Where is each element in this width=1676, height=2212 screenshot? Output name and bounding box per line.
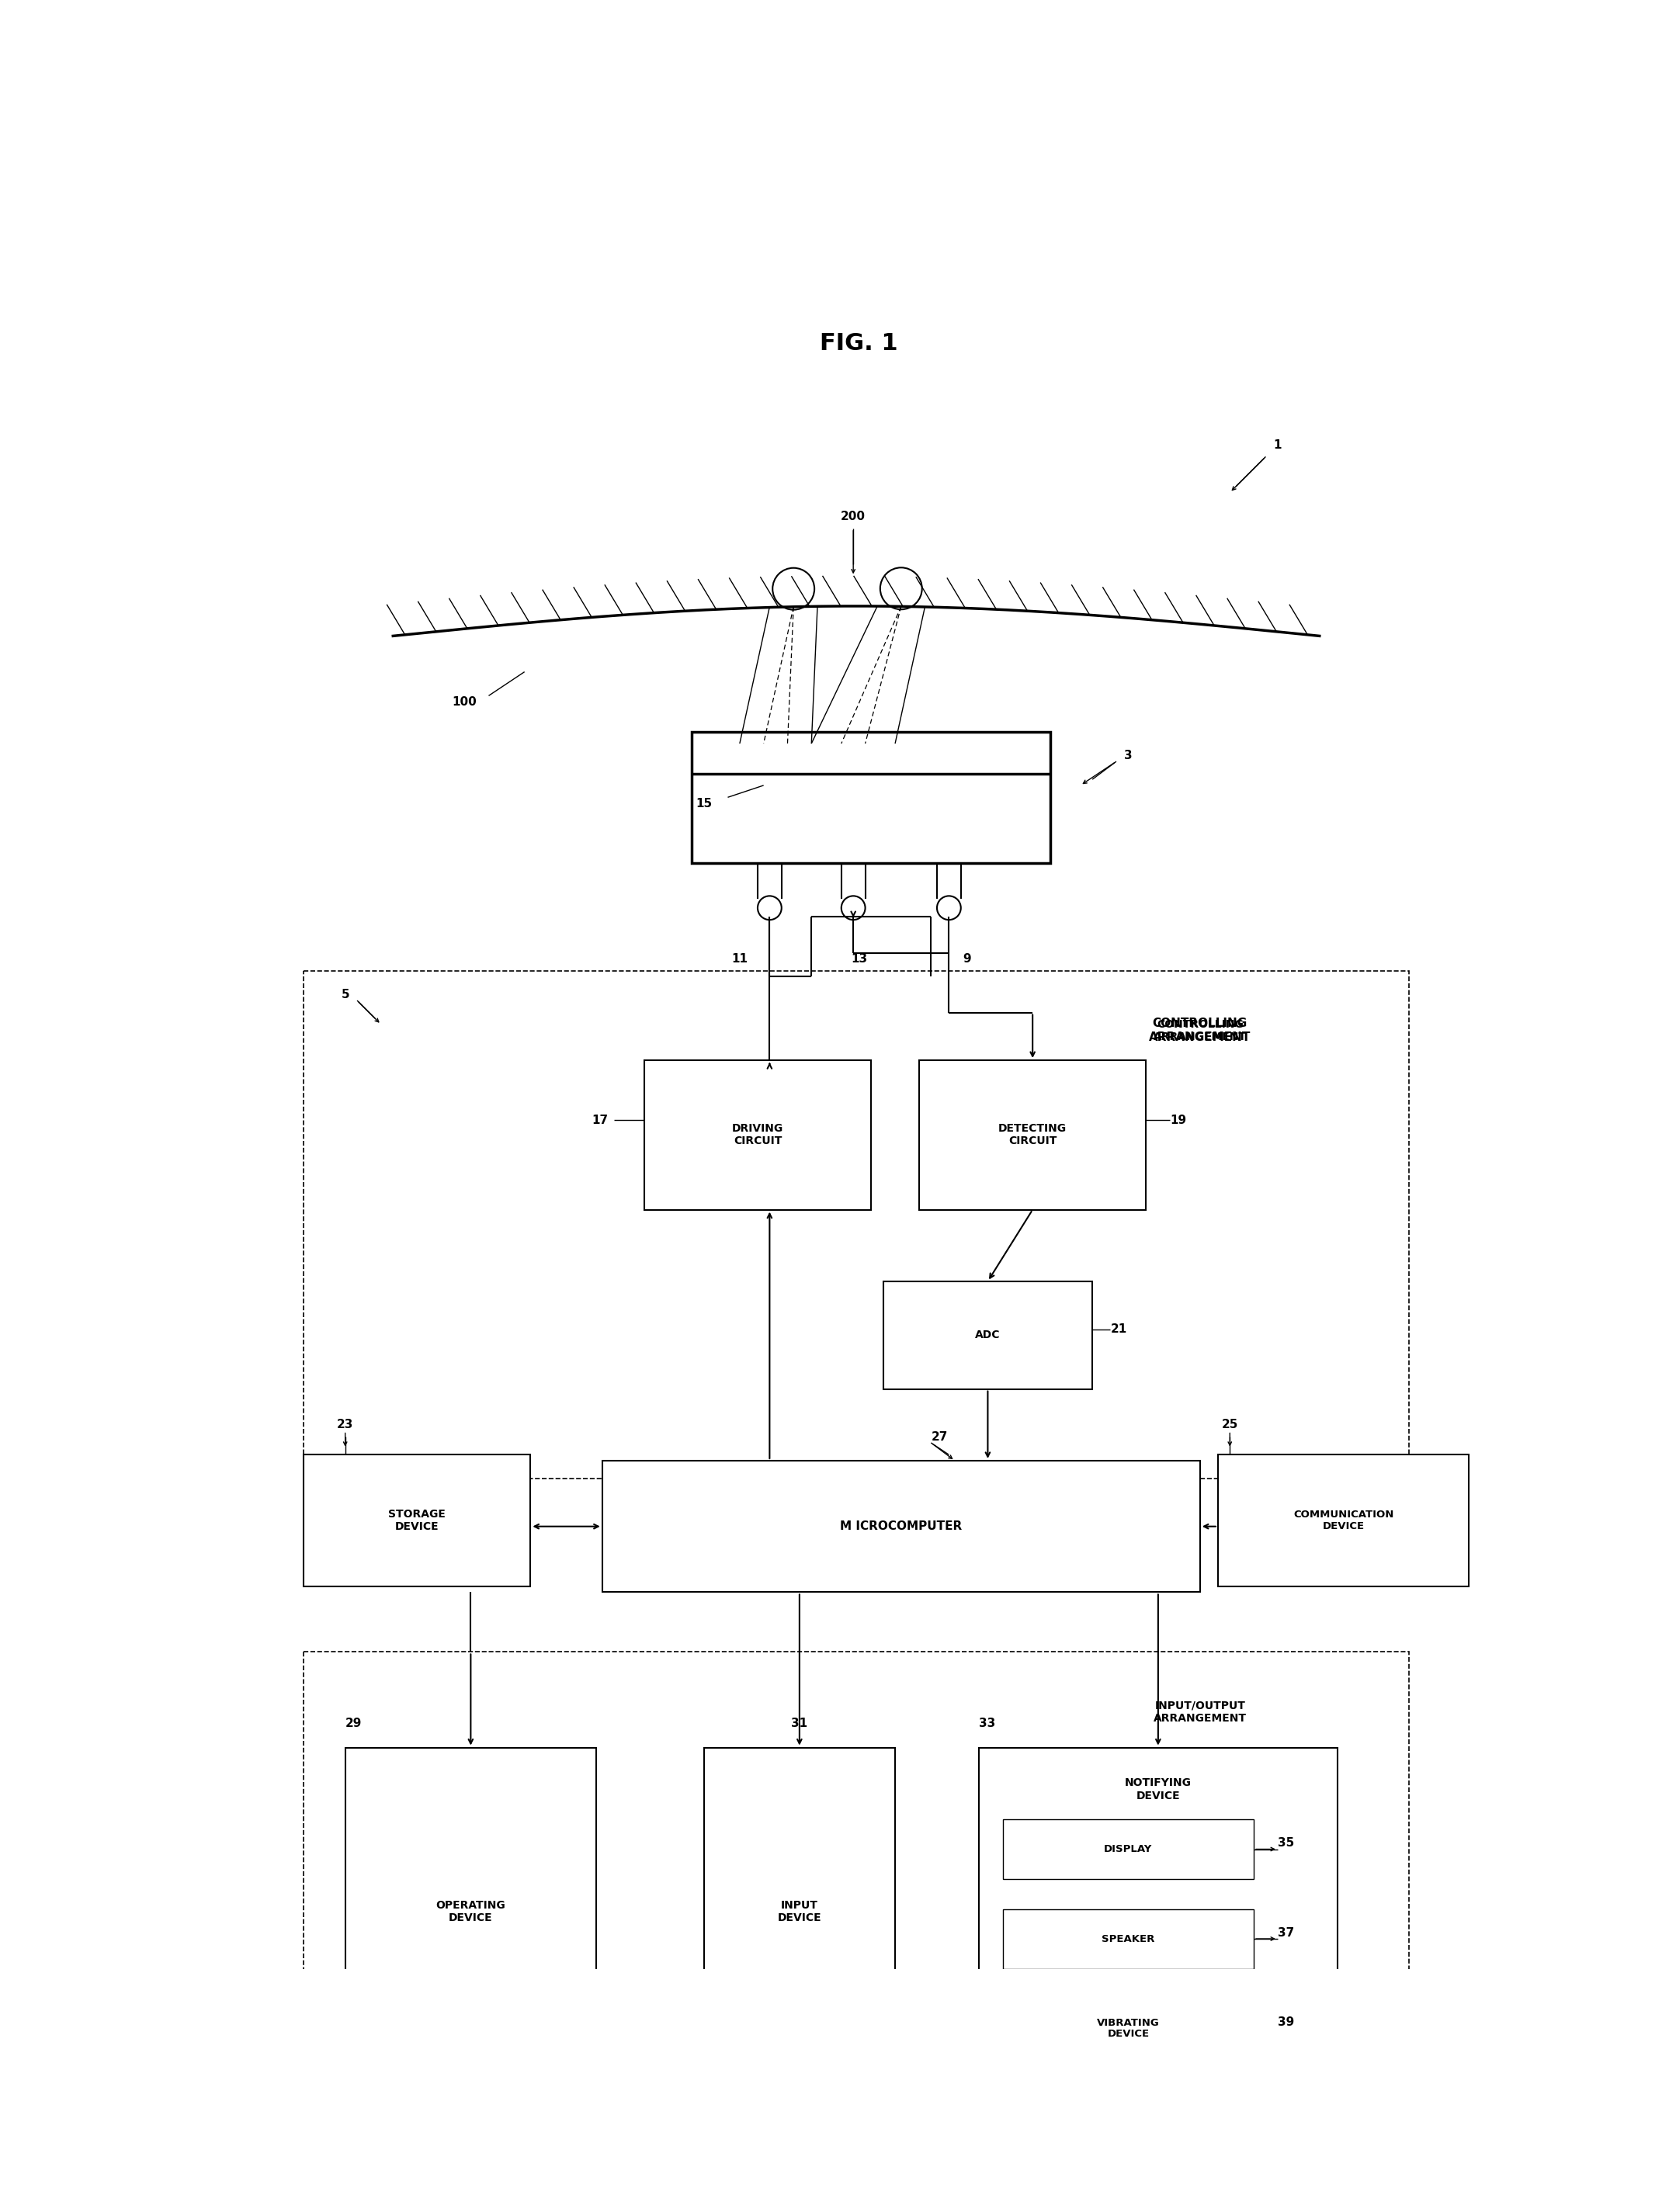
Text: OPERATING
DEVICE: OPERATING DEVICE: [436, 1900, 506, 1924]
Text: INPUT
DEVICE: INPUT DEVICE: [778, 1900, 821, 1924]
Text: 11: 11: [731, 953, 747, 964]
Text: FIG. 1: FIG. 1: [820, 332, 898, 354]
Text: DRIVING
CIRCUIT: DRIVING CIRCUIT: [732, 1124, 783, 1146]
Text: 35: 35: [1277, 1838, 1294, 1849]
Bar: [1002, 1909, 1254, 1969]
Text: NOTIFYING
DEVICE: NOTIFYING DEVICE: [1125, 1778, 1192, 1801]
Bar: [704, 1747, 895, 2077]
Text: COMMUNICATION
DEVICE: COMMUNICATION DEVICE: [1294, 1509, 1394, 1531]
Text: 37: 37: [1277, 1927, 1294, 1938]
Bar: [918, 1060, 1146, 1210]
Bar: [602, 1460, 1200, 1593]
Text: 13: 13: [851, 953, 868, 964]
Bar: [644, 1060, 872, 1210]
Bar: [303, 971, 1410, 1478]
Text: CONTROLLING
ARRANGEMENT: CONTROLLING ARRANGEMENT: [1153, 1020, 1247, 1042]
Text: STORAGE
DEVICE: STORAGE DEVICE: [389, 1509, 446, 1533]
Text: CONTROLLING
ARRANGEMENT: CONTROLLING ARRANGEMENT: [1150, 1018, 1250, 1044]
Text: 200: 200: [841, 511, 866, 522]
Text: 21: 21: [1110, 1323, 1126, 1336]
Bar: [979, 1747, 1337, 2077]
Text: 23: 23: [337, 1420, 354, 1431]
Bar: [345, 1747, 597, 2077]
Bar: [303, 1652, 1410, 2159]
Bar: [883, 1281, 1093, 1389]
Text: 39: 39: [1277, 2017, 1294, 2028]
Text: DETECTING
CIRCUIT: DETECTING CIRCUIT: [999, 1124, 1068, 1146]
Text: 100: 100: [453, 697, 478, 708]
Text: 5: 5: [342, 989, 349, 1000]
Text: 33: 33: [979, 1719, 996, 1730]
Text: 27: 27: [930, 1431, 947, 1442]
Bar: [692, 732, 1051, 863]
Text: ADC: ADC: [975, 1329, 1001, 1340]
Bar: [303, 1455, 531, 1586]
Text: 9: 9: [962, 953, 970, 964]
Text: 15: 15: [696, 799, 712, 810]
Bar: [1002, 1818, 1254, 1878]
Text: DISPLAY: DISPLAY: [1104, 1845, 1153, 1854]
Text: 19: 19: [1170, 1115, 1187, 1126]
Bar: [1218, 1455, 1468, 1586]
Text: 31: 31: [791, 1719, 808, 1730]
Text: INPUT/OUTPUT
ARRANGEMENT: INPUT/OUTPUT ARRANGEMENT: [1153, 1701, 1247, 1723]
Text: 25: 25: [1222, 1420, 1239, 1431]
Text: M ICROCOMPUTER: M ICROCOMPUTER: [840, 1520, 962, 1533]
Text: 3: 3: [1125, 750, 1133, 761]
Bar: [1002, 2000, 1254, 2059]
Text: SPEAKER: SPEAKER: [1101, 1933, 1155, 1944]
Text: 29: 29: [345, 1719, 362, 1730]
Text: 1: 1: [1274, 438, 1282, 451]
Text: VIBRATING
DEVICE: VIBRATING DEVICE: [1096, 2017, 1160, 2039]
Text: 17: 17: [592, 1115, 608, 1126]
